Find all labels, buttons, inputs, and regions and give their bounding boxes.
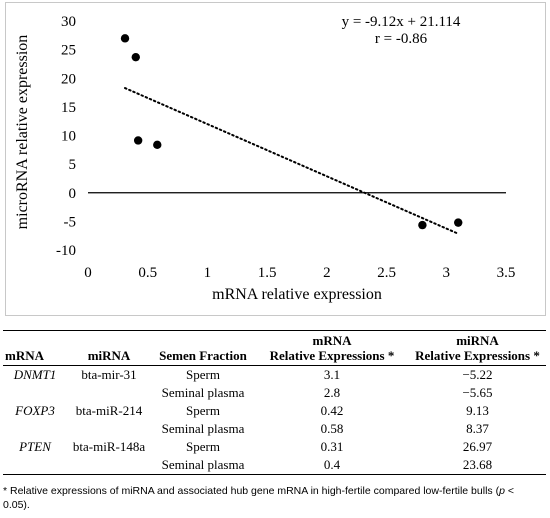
cell-fraction: Seminal plasma xyxy=(161,385,245,400)
trendline xyxy=(124,87,460,235)
data-point xyxy=(133,136,143,145)
cell-mirna xyxy=(67,456,151,475)
cell-mrna-expression: 0.4 xyxy=(255,456,409,475)
x-tick-label: 0.5 xyxy=(138,265,157,281)
header-mirna-expression-line1: miRNA xyxy=(456,333,499,348)
cell-fraction: Seminal plasma xyxy=(161,421,245,436)
data-point xyxy=(120,34,130,43)
cell-mrna: FOXP3 xyxy=(15,403,55,418)
table-row: PTEN bta-miR-148a Sperm 0.31 26.97 xyxy=(3,438,546,456)
footnote-p-symbol: p xyxy=(499,485,505,497)
cell-mrna xyxy=(3,384,67,402)
x-tick-label: 3.5 xyxy=(497,265,516,281)
header-mrna-expression-line2: Relative Expressions * xyxy=(269,348,395,363)
x-tick-label: 3 xyxy=(443,265,451,281)
cell-mirna-expression: 9.13 xyxy=(466,403,489,418)
cell-mirna-expression: 26.97 xyxy=(462,439,493,454)
table-footnote: * Relative expressions of miRNA and asso… xyxy=(3,484,543,512)
cell-mrna: PTEN xyxy=(19,439,51,454)
y-tick-label: -10 xyxy=(56,243,76,259)
header-mrna-expression-line1: mRNA xyxy=(312,333,352,348)
footnote-text-end: < 0.05). xyxy=(3,485,514,511)
y-tick-label: 25 xyxy=(61,43,76,59)
y-tick-label: -5 xyxy=(64,214,77,230)
header-mirna-expression-line2: Relative Expressions * xyxy=(415,348,540,363)
cell-mrna-expression: 0.31 xyxy=(320,439,344,454)
y-tick-label: 0 xyxy=(69,186,77,202)
cell-mirna: bta-mir-31 xyxy=(81,367,137,382)
cell-mirna: bta-miR-214 xyxy=(75,403,143,418)
cell-mrna xyxy=(3,456,67,475)
x-tick-label: 0 xyxy=(84,265,92,281)
equation-annotation: y = -9.12x + 21.114 xyxy=(342,14,461,30)
header-mirna-expression: miRNA Relative Expressions * xyxy=(409,330,546,366)
cell-mirna-expression: 23.68 xyxy=(409,456,546,475)
header-mirna: miRNA xyxy=(67,330,151,366)
table-row: Seminal plasma 2.8 −5.65 xyxy=(3,384,546,402)
y-tick-label: 30 xyxy=(61,14,76,30)
correlation-annotation: r = -0.86 xyxy=(375,31,428,47)
y-tick-label: 10 xyxy=(61,129,76,145)
header-mrna: mRNA xyxy=(3,330,67,366)
cell-mrna: DNMT1 xyxy=(13,367,57,382)
chart-panel: -10 -5 0 5 10 15 20 25 30 0 0.5 1 1.5 2 2.5 3 3.5 y = -… xyxy=(5,2,546,316)
cell-mirna xyxy=(67,420,151,438)
cell-mrna-expression: 3.1 xyxy=(323,367,341,382)
scatter-chart: -10 -5 0 5 10 15 20 25 30 0 0.5 1 1.5 2 2.5 3 3.5 y = -… xyxy=(14,14,516,303)
x-tick-label: 2 xyxy=(323,265,331,281)
data-point xyxy=(131,52,140,62)
cell-fraction: Seminal plasma xyxy=(151,456,255,475)
cell-mrna-expression: 2.8 xyxy=(323,385,341,400)
cell-fraction: Sperm xyxy=(186,439,220,454)
cell-mrna xyxy=(3,420,67,438)
header-semen-fraction: Semen Fraction xyxy=(151,330,255,366)
data-table: mRNA miRNA Semen Fraction mRNA Relative … xyxy=(3,330,546,475)
data-point xyxy=(454,218,463,227)
y-tick-label: 20 xyxy=(61,71,76,87)
x-tick-label: 2.5 xyxy=(377,265,396,281)
cell-mirna-expression: −5.65 xyxy=(462,385,493,400)
header-mrna-expression: mRNA Relative Expressions * xyxy=(255,330,409,366)
y-tick-label: 5 xyxy=(69,157,77,173)
data-point xyxy=(153,140,162,150)
x-tick-label: 1 xyxy=(204,265,212,281)
x-axis-title: mRNA relative expression xyxy=(212,286,382,303)
data-point xyxy=(418,220,427,230)
cell-mirna xyxy=(67,384,151,402)
table-row: DNMT1 bta-mir-31 Sperm 3.1 −5.22 xyxy=(3,366,546,385)
y-tick-label: 15 xyxy=(61,100,76,116)
table-row: FOXP3 bta-miR-214 Sperm 0.42 9.13 xyxy=(3,402,546,420)
cell-fraction: Sperm xyxy=(186,367,220,382)
table-row: Seminal plasma 0.58 8.37 xyxy=(3,420,546,438)
y-axis-title: microRNA relative expression xyxy=(14,35,31,230)
cell-mirna-expression: 8.37 xyxy=(466,421,489,436)
cell-mrna-expression: 0.42 xyxy=(320,403,344,418)
cell-mirna: bta-miR-148a xyxy=(72,439,146,454)
footnote-text: * Relative expressions of miRNA and asso… xyxy=(3,485,500,497)
cell-mrna-expression: 0.58 xyxy=(320,421,344,436)
cell-fraction: Sperm xyxy=(186,403,220,418)
table-header-row: mRNA miRNA Semen Fraction mRNA Relative … xyxy=(3,330,546,366)
cell-mirna-expression: −5.22 xyxy=(462,367,493,382)
table-row: Seminal plasma 0.4 23.68 xyxy=(3,456,546,475)
x-tick-label: 1.5 xyxy=(258,265,277,281)
